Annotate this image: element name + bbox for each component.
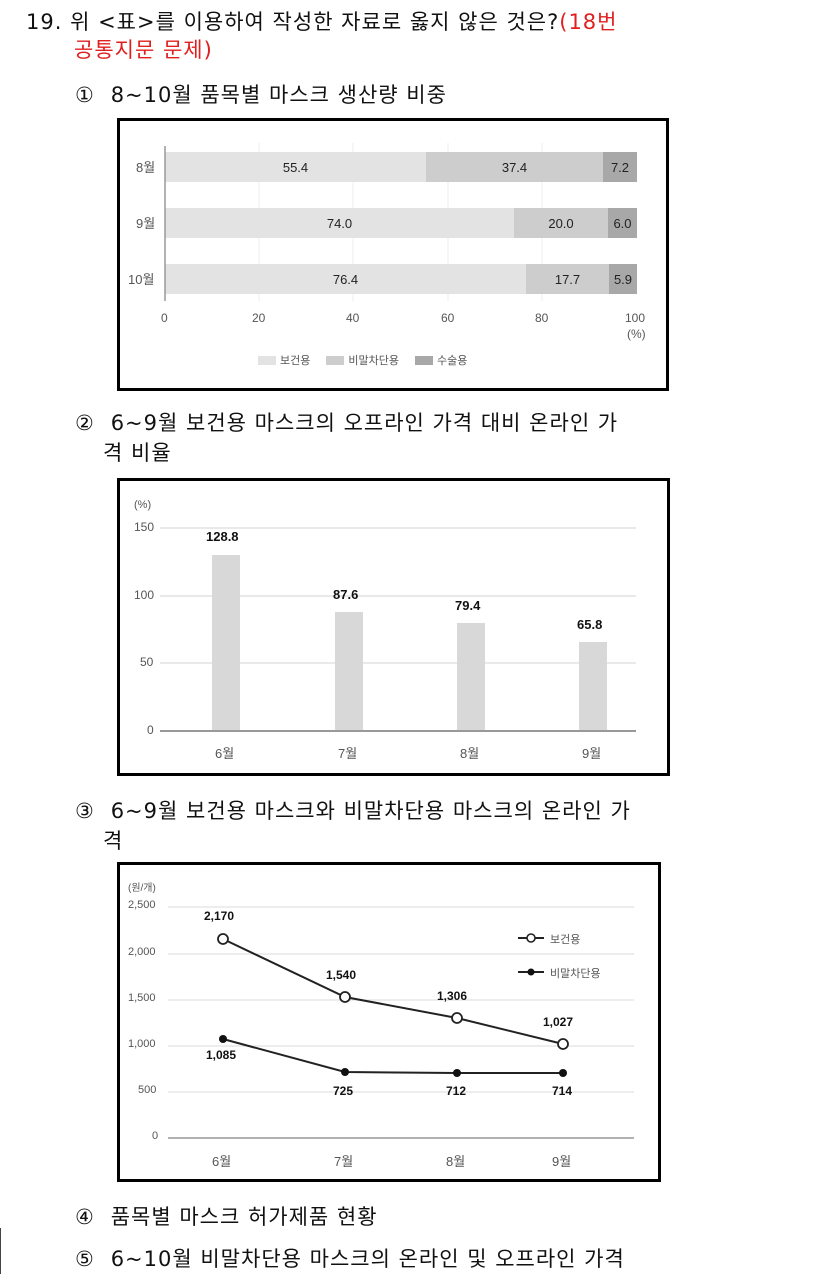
chart-3-value-label: 1,027	[543, 1015, 574, 1029]
chart-2-value-label: 87.6	[333, 587, 359, 602]
chart-1-value-label: 20.0	[548, 215, 574, 231]
chart-1-value-label: 55.4	[282, 159, 309, 175]
chart-3-ytick: 1,500	[128, 992, 156, 1004]
chart-2-value-label: 79.4	[455, 598, 481, 613]
chart-3-xtick: 9월	[552, 1154, 572, 1169]
option-3-text: 6~9월 보건용 마스크와 비말차단용 마스크의 온라인 가	[110, 799, 631, 823]
chart-1-xtick: 60	[441, 311, 455, 325]
chart-3-xtick: 6월	[212, 1154, 232, 1169]
chart-2-xtick: 7월	[338, 746, 358, 761]
option-3-number: ③	[75, 799, 95, 823]
chart-2-bar: (%) 150 100 50 0 128.8 87.6 79.4 65.8 6월…	[117, 478, 670, 776]
chart-2-value-label: 128.8	[206, 529, 239, 544]
option-5[interactable]: ⑤ 6~10월 비말차단용 마스크의 온라인 및 오프라인 가격	[75, 1244, 625, 1274]
option-3-text-cont: 격	[103, 829, 124, 853]
option-3[interactable]: ③ 6~9월 보건용 마스크와 비말차단용 마스크의 온라인 가 격	[75, 796, 631, 856]
chart-1-legend: 보건용 비말차단용 수술용	[258, 352, 467, 368]
chart-1-xunit: (%)	[627, 327, 646, 341]
option-5-text: 6~10월 비말차단용 마스크의 온라인 및 오프라인 가격	[110, 1247, 625, 1271]
chart-1-value-label: 37.4	[501, 159, 528, 175]
chart-3-value-label: 1,540	[326, 968, 357, 982]
chart-2-yunit: (%)	[134, 499, 152, 511]
question-note-cont: 공통지문 문제)	[74, 38, 213, 62]
question-number: 19.	[26, 10, 63, 34]
chart-3-ytick: 500	[138, 1084, 157, 1096]
chart-1-cat-label: 9월	[136, 216, 156, 231]
chart-2-canvas	[160, 527, 636, 732]
chart-2-xtick: 8월	[460, 746, 480, 761]
chart-3-value-label: 725	[333, 1084, 354, 1098]
legend-item: 비말차단용	[326, 352, 399, 368]
chart-3-ytick: 1,000	[128, 1038, 156, 1050]
chart-2-ytick: 50	[140, 655, 154, 669]
option-2-text-cont: 격 비율	[103, 441, 172, 465]
chart-3-xtick: 8월	[446, 1154, 466, 1169]
chart-3-value-label: 712	[446, 1084, 467, 1098]
chart-1-value-label: 7.2	[610, 159, 630, 175]
chart-3-yunit: (원/개)	[128, 883, 156, 894]
option-4-text: 품목별 마스크 허가제품 현황	[110, 1205, 378, 1229]
chart-2-value-label: 65.8	[577, 617, 603, 632]
option-4-number: ④	[75, 1205, 95, 1229]
option-2-number: ②	[75, 411, 95, 435]
chart-3-ytick: 2,500	[128, 899, 156, 911]
option-2[interactable]: ② 6~9월 보건용 마스크의 오프라인 가격 대비 온라인 가 격 비율	[75, 408, 618, 468]
chart-3-value-label: 1,306	[437, 989, 468, 1003]
option-1-number: ①	[75, 83, 95, 107]
chart-1-cat-label: 8월	[136, 160, 156, 175]
chart-1-xtick: 40	[346, 311, 360, 325]
legend-swatch-light	[258, 355, 276, 365]
question-note: (18번	[559, 10, 618, 34]
question-text: 위 <표>를 이용하여 작성한 자료로 옳지 않은 것은?	[70, 10, 560, 34]
chart-1-canvas	[164, 143, 637, 301]
text-cursor-bar	[0, 1228, 1, 1274]
chart-3-value-label: 1,085	[206, 1048, 237, 1062]
chart-2-ytick: 100	[134, 588, 155, 602]
chart-3-xtick: 7월	[334, 1154, 354, 1169]
chart-1-cat-label: 10월	[128, 272, 155, 287]
chart-2-xtick: 6월	[215, 746, 235, 761]
option-1-text: 8~10월 품목별 마스크 생산량 비중	[110, 83, 447, 107]
option-1[interactable]: ① 8~10월 품목별 마스크 생산량 비중	[75, 80, 447, 110]
chart-3-value-label: 714	[552, 1084, 573, 1098]
chart-1-xtick: 80	[535, 311, 549, 325]
option-5-number: ⑤	[75, 1247, 95, 1271]
chart-3-legend-item: 비말차단용	[550, 968, 601, 980]
legend-item: 보건용	[258, 352, 310, 368]
option-2-text: 6~9월 보건용 마스크의 오프라인 가격 대비 온라인 가	[110, 411, 619, 435]
chart-1-value-label: 6.0	[613, 215, 632, 231]
chart-1-xtick: 100	[625, 311, 646, 325]
chart-3-value-label: 2,170	[204, 909, 235, 923]
chart-3-canvas	[168, 906, 634, 1139]
chart-1-xtick: 20	[252, 311, 266, 325]
question-stem: 19. 위 <표>를 이용하여 작성한 자료로 옳지 않은 것은?(18번 공통…	[26, 8, 786, 64]
chart-3-line: (원/개) 2,500 2,000 1,500 1,000 500 0 2,17…	[117, 862, 661, 1182]
chart-3-ytick: 2,000	[128, 946, 156, 958]
legend-swatch-mid	[326, 355, 345, 365]
chart-1-value-label: 5.9	[613, 271, 633, 287]
chart-2-ytick: 0	[147, 723, 154, 737]
legend-swatch-dark	[414, 355, 433, 365]
chart-1-value-label: 74.0	[326, 215, 353, 231]
chart-2-xtick: 9월	[582, 746, 602, 761]
chart-2-ytick: 150	[134, 520, 155, 534]
legend-item: 수술용	[414, 352, 467, 368]
chart-1-value-label: 17.7	[554, 271, 581, 287]
chart-3-legend-item: 보건용	[550, 934, 581, 946]
chart-3-ytick: 0	[152, 1130, 159, 1142]
chart-1-stacked-bar: 8월 9월 10월 55.4 37.4 7.2 74.0 20.0 6.0 76…	[117, 118, 669, 391]
chart-1-value-label: 76.4	[332, 271, 359, 287]
chart-1-xtick: 0	[161, 311, 168, 325]
option-4[interactable]: ④ 품목별 마스크 허가제품 현황	[75, 1202, 378, 1232]
